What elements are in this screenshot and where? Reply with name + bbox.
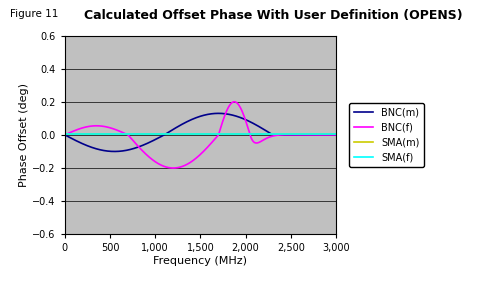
SMA(f) — [62, 133, 68, 136]
SMA(m) — [227, 132, 232, 135]
BNC(m) — [79, 141, 84, 145]
BNC(f) — [333, 133, 339, 137]
BNC(f) — [220, 120, 226, 123]
BNC(f) — [296, 133, 302, 137]
SMA(m) — [79, 132, 84, 135]
Text: Figure 11: Figure 11 — [10, 9, 58, 18]
Y-axis label: Phase Offset (deg): Phase Offset (deg) — [20, 83, 29, 187]
SMA(f) — [227, 133, 232, 136]
SMA(f) — [79, 133, 84, 136]
SMA(m) — [219, 132, 225, 135]
BNC(f) — [235, 103, 241, 106]
BNC(f) — [79, 126, 84, 130]
Line: BNC(f): BNC(f) — [65, 102, 336, 168]
BNC(f) — [227, 103, 233, 107]
SMA(f) — [219, 133, 225, 136]
BNC(m) — [296, 133, 302, 137]
SMA(m) — [62, 132, 68, 135]
SMA(m) — [333, 132, 339, 135]
BNC(m) — [235, 115, 241, 118]
BNC(m) — [227, 113, 233, 116]
BNC(f) — [268, 135, 274, 138]
BNC(m) — [62, 133, 68, 137]
BNC(m) — [216, 112, 221, 115]
BNC(m) — [333, 133, 339, 137]
SMA(m) — [296, 132, 301, 135]
Text: Calculated Offset Phase With User Definition (OPENS): Calculated Offset Phase With User Defini… — [84, 9, 463, 22]
SMA(f) — [235, 133, 240, 136]
BNC(f) — [62, 133, 68, 137]
BNC(m) — [220, 112, 226, 115]
SMA(m) — [268, 132, 274, 135]
SMA(m) — [235, 132, 240, 135]
BNC(m) — [268, 132, 274, 136]
SMA(f) — [296, 133, 301, 136]
SMA(f) — [268, 133, 274, 136]
X-axis label: Frequency (MHz): Frequency (MHz) — [154, 256, 247, 266]
BNC(f) — [170, 166, 176, 170]
BNC(m) — [111, 150, 117, 153]
Legend: BNC(m), BNC(f), SMA(m), SMA(f): BNC(m), BNC(f), SMA(m), SMA(f) — [349, 103, 424, 167]
Line: BNC(m): BNC(m) — [65, 113, 336, 151]
SMA(f) — [333, 133, 339, 136]
BNC(f) — [231, 100, 237, 103]
